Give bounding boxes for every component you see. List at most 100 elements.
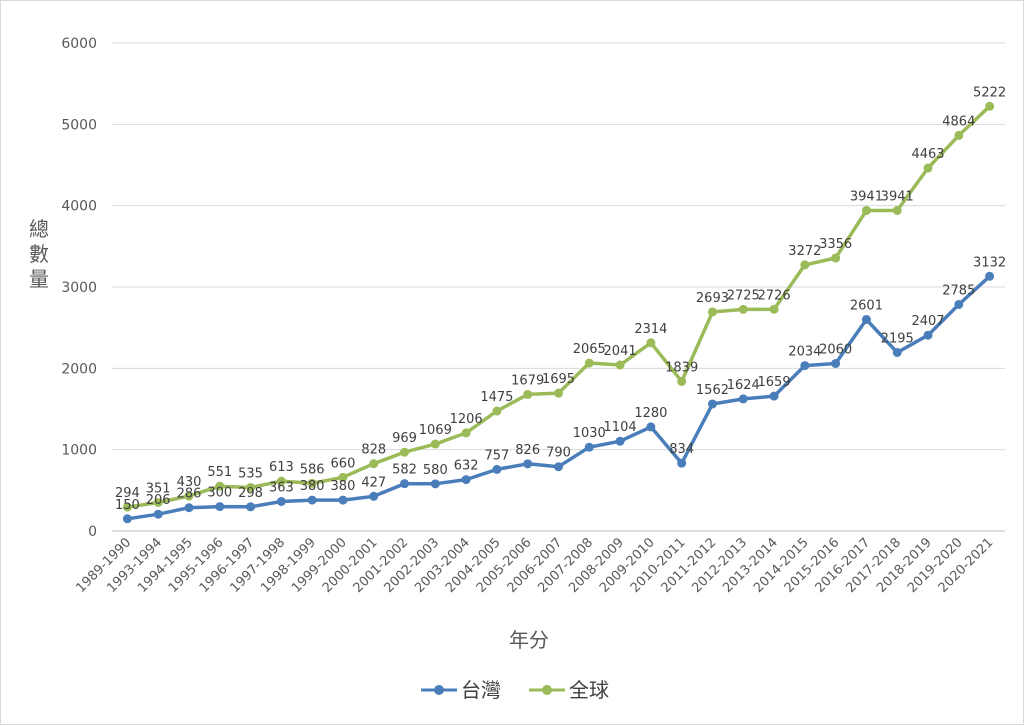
data-point [338, 472, 348, 482]
y-tick-label: 2000 [61, 361, 97, 377]
data-point [677, 458, 687, 468]
data-point [615, 360, 625, 370]
data-point [707, 307, 717, 317]
legend: 台灣 全球 [421, 678, 609, 702]
data-label: 3941 [850, 189, 883, 204]
data-label: 1839 [665, 360, 698, 375]
data-label: 2041 [604, 344, 637, 359]
data-point [338, 495, 348, 505]
data-label: 586 [300, 462, 325, 477]
data-label: 790 [546, 446, 571, 461]
data-label: 351 [146, 481, 171, 496]
data-point [923, 330, 933, 340]
data-point [400, 447, 410, 457]
data-point [554, 388, 563, 398]
y-tick-label: 0 [88, 524, 97, 540]
y-axis-title-1: 總 [29, 217, 49, 241]
data-point [554, 462, 563, 472]
data-point [892, 347, 902, 357]
data-label: 2065 [573, 342, 606, 357]
data-label: 2725 [727, 288, 760, 303]
data-label: 1679 [511, 373, 544, 388]
data-point [707, 399, 717, 409]
data-label: 1624 [727, 378, 760, 393]
y-axis-ticks: 0 1000 2000 3000 4000 5000 6000 [61, 36, 97, 540]
data-label: 298 [238, 486, 263, 501]
y-tick-label: 1000 [61, 443, 97, 459]
data-point [738, 304, 748, 314]
data-point [307, 495, 317, 505]
data-label: 1030 [573, 426, 606, 441]
data-label: 3272 [788, 244, 821, 259]
data-label: 1562 [696, 383, 729, 398]
data-point [892, 205, 902, 215]
data-label: 834 [669, 442, 694, 457]
data-point [215, 502, 225, 512]
data-label: 582 [392, 463, 417, 478]
data-point [738, 394, 748, 404]
data-label: 632 [454, 459, 479, 474]
data-label: 2726 [758, 288, 791, 303]
data-point [153, 497, 163, 507]
data-label: 3132 [973, 255, 1006, 270]
data-point [492, 464, 502, 474]
data-point [276, 476, 286, 486]
y-tick-label: 3000 [61, 280, 97, 296]
data-point [523, 389, 533, 399]
data-label: 1659 [758, 375, 791, 390]
data-label: 1280 [634, 406, 667, 421]
data-label: 430 [177, 475, 202, 490]
data-label: 535 [238, 466, 263, 481]
data-point [400, 479, 410, 489]
data-label: 1104 [604, 420, 637, 435]
data-point [276, 496, 286, 506]
data-point [861, 314, 871, 324]
legend-global-label: 全球 [569, 678, 609, 702]
data-point [307, 478, 317, 488]
data-point [954, 299, 964, 309]
y-axis-title-3: 量 [29, 267, 49, 291]
data-labels: 150 206 286 300 298 363 380 380 427 582 580 632 757 8… [115, 85, 1006, 513]
data-label: 300 [207, 486, 232, 501]
data-point [831, 253, 841, 263]
data-label: 828 [361, 443, 386, 458]
data-point [800, 361, 810, 371]
series-lines [122, 101, 995, 524]
data-label: 2601 [850, 298, 883, 313]
y-axis-title-2: 數 [29, 242, 49, 266]
data-point [369, 491, 379, 501]
data-point [646, 338, 656, 348]
data-label: 294 [115, 486, 140, 501]
data-point [492, 406, 502, 416]
gridlines [112, 42, 1005, 532]
data-label: 757 [484, 448, 509, 463]
data-point [430, 439, 440, 449]
data-point [646, 422, 656, 432]
data-point [246, 482, 256, 492]
data-label: 1206 [450, 412, 483, 427]
data-label: 363 [269, 480, 294, 495]
data-label: 826 [515, 443, 540, 458]
data-label: 4463 [911, 147, 944, 162]
data-point [369, 459, 379, 469]
legend-taiwan-label: 台灣 [461, 678, 501, 702]
data-point [861, 205, 871, 215]
data-point [523, 459, 533, 469]
data-label: 150 [115, 498, 140, 513]
data-label: 969 [392, 431, 417, 446]
data-label: 2693 [696, 291, 729, 306]
data-point [800, 260, 810, 270]
data-label: 286 [177, 487, 202, 502]
data-label: 380 [331, 479, 356, 494]
data-point [461, 475, 471, 485]
data-label: 1695 [542, 372, 575, 387]
legend-global-marker [542, 685, 552, 695]
data-label: 2034 [788, 345, 821, 360]
data-label: 427 [361, 475, 386, 490]
data-point [769, 304, 779, 314]
data-point [153, 509, 163, 519]
data-label: 2060 [819, 342, 852, 357]
data-label: 2195 [881, 331, 914, 346]
